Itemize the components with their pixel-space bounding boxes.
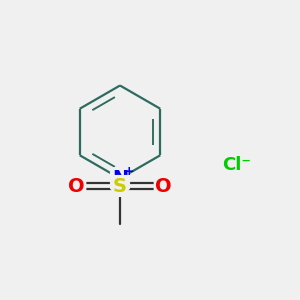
Text: O: O xyxy=(68,176,85,196)
Text: S: S xyxy=(113,176,127,196)
Text: Cl⁻: Cl⁻ xyxy=(222,156,251,174)
Text: N: N xyxy=(112,169,128,188)
Text: +: + xyxy=(124,165,134,178)
Text: O: O xyxy=(155,176,172,196)
